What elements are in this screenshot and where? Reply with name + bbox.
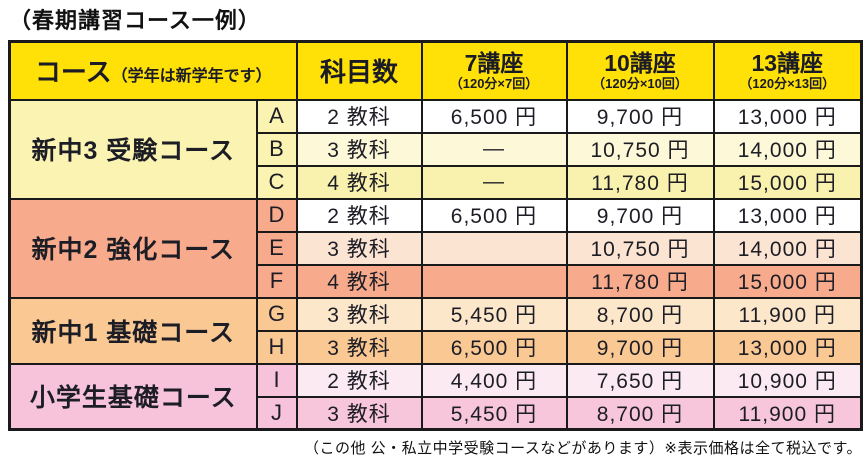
price-7-cell: 5,450 円 bbox=[420, 296, 568, 332]
subjects-cell: 3 教科 bbox=[295, 296, 423, 332]
price-10-cell: 7,650 円 bbox=[565, 362, 715, 398]
subjects-cell: 3 教科 bbox=[295, 230, 423, 266]
price-13-cell: 13,000 円 bbox=[712, 197, 863, 233]
price-10-cell: 9,700 円 bbox=[565, 329, 715, 365]
price-7-cell: 4,400 円 bbox=[420, 362, 568, 398]
row-letter: F bbox=[255, 263, 298, 299]
price-7-cell: 5,450 円 bbox=[420, 395, 568, 431]
table-row-E: E 3 教科 10,750 円 14,000 円 bbox=[10, 230, 863, 266]
price-7-cell bbox=[420, 263, 568, 299]
group-name-shinchu1: 新中1 基礎コース bbox=[8, 296, 258, 365]
header-plan-7-main: 7講座 bbox=[464, 50, 524, 77]
price-10-cell: 10,750 円 bbox=[565, 131, 715, 167]
price-13-cell: 10,900 円 bbox=[712, 362, 863, 398]
price-13-cell: 13,000 円 bbox=[712, 98, 863, 134]
header-plan-10-sub: （120分×10回） bbox=[592, 76, 688, 92]
table-row-B: B 3 教科 — 10,750 円 14,000 円 bbox=[10, 131, 863, 167]
table-row-I: 小学生基礎コース I 2 教科 4,400 円 7,650 円 10,900 円 bbox=[8, 362, 863, 431]
row-letter: A bbox=[255, 98, 298, 134]
footer-note: （この他 公・私立中学受験コースなどがあります）※表示価格は全て税込です。 bbox=[304, 440, 862, 457]
price-7-cell: 6,500 円 bbox=[420, 329, 568, 365]
price-7-cell: 6,500 円 bbox=[420, 98, 568, 134]
price-10-cell: 9,700 円 bbox=[565, 98, 715, 134]
row-letter: I bbox=[255, 362, 298, 398]
subjects-cell: 4 教科 bbox=[295, 164, 423, 200]
row-letter: G bbox=[255, 296, 298, 332]
table-body: 新中3 受験コース A 2 教科 6,500 円 9,700 円 13,000 … bbox=[8, 98, 863, 431]
price-7-cell bbox=[420, 230, 568, 266]
table-header: コース（学年は新学年です） 科目数 7講座 （120分×7回） 10講座 （12… bbox=[8, 40, 863, 101]
row-letter: D bbox=[255, 197, 298, 233]
table-row-C: C 4 教科 — 11,780 円 15,000 円 bbox=[10, 164, 863, 200]
page-title: （春期講習コース一例） bbox=[9, 8, 261, 33]
table-row-A: 新中3 受験コース A 2 教科 6,500 円 9,700 円 13,000 … bbox=[8, 98, 863, 200]
row-letter: C bbox=[255, 164, 298, 200]
group-name-shinchu2: 新中2 強化コース bbox=[8, 197, 258, 299]
price-10-cell: 8,700 円 bbox=[565, 395, 715, 431]
header-plan-10: 10講座 （120分×10回） bbox=[565, 40, 715, 101]
price-10-cell: 11,780 円 bbox=[565, 164, 715, 200]
subjects-cell: 2 教科 bbox=[295, 197, 423, 233]
price-13-cell: 11,900 円 bbox=[712, 296, 863, 332]
price-10-cell: 8,700 円 bbox=[565, 296, 715, 332]
header-plan-10-main: 10講座 bbox=[604, 50, 676, 77]
price-10-cell: 9,700 円 bbox=[565, 197, 715, 233]
header-course-main: コース bbox=[34, 57, 112, 88]
price-13-cell: 11,900 円 bbox=[712, 395, 863, 431]
price-10-cell: 10,750 円 bbox=[565, 230, 715, 266]
header-plan-7-sub: （120分×7回） bbox=[449, 76, 539, 92]
course-price-table: コース（学年は新学年です） 科目数 7講座 （120分×7回） 10講座 （12… bbox=[8, 40, 863, 431]
price-13-cell: 15,000 円 bbox=[712, 164, 863, 200]
subjects-cell: 4 教科 bbox=[295, 263, 423, 299]
group-name-shinchu3: 新中3 受験コース bbox=[8, 98, 258, 200]
header-course: コース（学年は新学年です） bbox=[8, 40, 298, 101]
header-plan-13-sub: （120分×13回） bbox=[739, 76, 836, 92]
header-row: コース（学年は新学年です） 科目数 7講座 （120分×7回） 10講座 （12… bbox=[8, 40, 863, 101]
header-plan-13: 13講座 （120分×13回） bbox=[712, 40, 863, 101]
subjects-cell: 3 教科 bbox=[295, 329, 423, 365]
table-row-H: H 3 教科 6,500 円 9,700 円 13,000 円 bbox=[10, 329, 863, 365]
subjects-cell: 3 教科 bbox=[295, 395, 423, 431]
table-row-F: F 4 教科 11,780 円 15,000 円 bbox=[10, 263, 863, 299]
table-row-J: J 3 教科 5,450 円 8,700 円 11,900 円 bbox=[10, 395, 863, 431]
header-plan-13-main: 13講座 bbox=[751, 50, 824, 77]
header-plan-7: 7講座 （120分×7回） bbox=[420, 40, 568, 101]
row-letter: B bbox=[255, 131, 298, 167]
price-7-cell: — bbox=[420, 164, 568, 200]
row-letter: H bbox=[255, 329, 298, 365]
price-10-cell: 11,780 円 bbox=[565, 263, 715, 299]
header-subjects: 科目数 bbox=[295, 40, 423, 101]
price-13-cell: 14,000 円 bbox=[712, 131, 863, 167]
table-row-D: 新中2 強化コース D 2 教科 6,500 円 9,700 円 13,000 … bbox=[8, 197, 863, 299]
row-letter: J bbox=[255, 395, 298, 431]
group-name-shogakusei: 小学生基礎コース bbox=[8, 362, 258, 431]
header-course-sub: （学年は新学年です） bbox=[111, 68, 272, 86]
price-13-cell: 15,000 円 bbox=[712, 263, 863, 299]
row-letter: E bbox=[255, 230, 298, 266]
table-row-G: 新中1 基礎コース G 3 教科 5,450 円 8,700 円 11,900 … bbox=[8, 296, 863, 365]
price-13-cell: 14,000 円 bbox=[712, 230, 863, 266]
subjects-cell: 2 教科 bbox=[295, 98, 423, 134]
price-7-cell: — bbox=[420, 131, 568, 167]
price-7-cell: 6,500 円 bbox=[420, 197, 568, 233]
price-13-cell: 13,000 円 bbox=[712, 329, 863, 365]
subjects-cell: 3 教科 bbox=[295, 131, 423, 167]
subjects-cell: 2 教科 bbox=[295, 362, 423, 398]
